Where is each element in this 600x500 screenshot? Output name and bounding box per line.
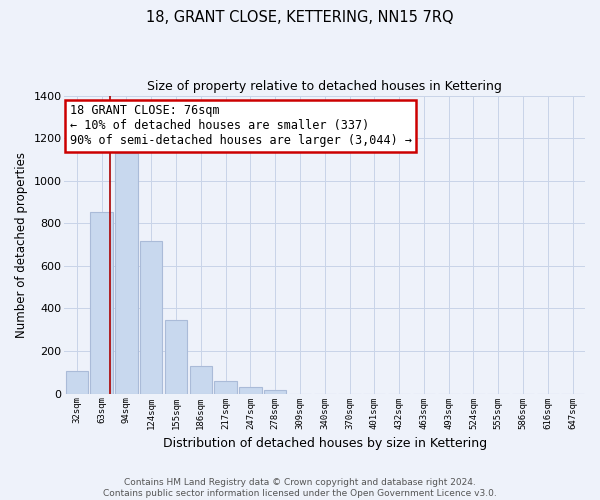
Bar [264, 390, 286, 394]
Y-axis label: Number of detached properties: Number of detached properties [15, 152, 28, 338]
Text: Contains HM Land Registry data © Crown copyright and database right 2024.
Contai: Contains HM Land Registry data © Crown c… [103, 478, 497, 498]
Bar [115, 153, 137, 394]
Bar [65, 372, 88, 394]
Bar [140, 242, 163, 394]
Bar [214, 381, 237, 394]
Bar [165, 320, 187, 394]
Bar [190, 366, 212, 394]
Title: Size of property relative to detached houses in Kettering: Size of property relative to detached ho… [147, 80, 502, 93]
X-axis label: Distribution of detached houses by size in Kettering: Distribution of detached houses by size … [163, 437, 487, 450]
Bar [91, 212, 113, 394]
Text: 18, GRANT CLOSE, KETTERING, NN15 7RQ: 18, GRANT CLOSE, KETTERING, NN15 7RQ [146, 10, 454, 25]
Text: 18 GRANT CLOSE: 76sqm
← 10% of detached houses are smaller (337)
90% of semi-det: 18 GRANT CLOSE: 76sqm ← 10% of detached … [70, 104, 412, 148]
Bar [239, 388, 262, 394]
